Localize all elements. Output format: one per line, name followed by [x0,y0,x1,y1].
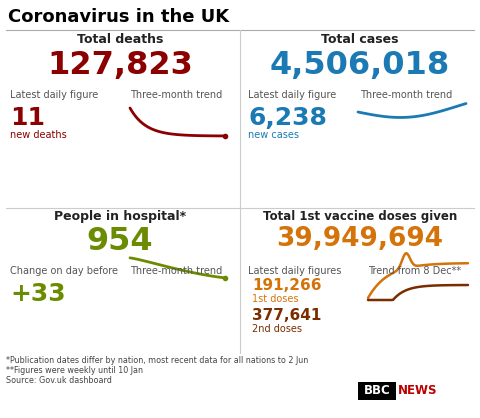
Text: BBC: BBC [364,385,390,398]
Text: Three-month trend: Three-month trend [130,266,222,276]
Text: Latest daily figures: Latest daily figures [248,266,341,276]
Text: Three-month trend: Three-month trend [130,90,222,100]
Text: new deaths: new deaths [10,130,67,140]
Text: Three-month trend: Three-month trend [360,90,452,100]
Text: Trend from 8 Dec**: Trend from 8 Dec** [368,266,461,276]
Text: Total 1st vaccine doses given: Total 1st vaccine doses given [263,210,457,223]
Text: 1st doses: 1st doses [252,294,299,304]
Text: 191,266: 191,266 [252,278,322,293]
Text: 2nd doses: 2nd doses [252,324,302,334]
Text: Total deaths: Total deaths [77,33,163,46]
Text: 377,641: 377,641 [252,308,322,323]
Text: Latest daily figure: Latest daily figure [248,90,336,100]
Text: Total cases: Total cases [321,33,399,46]
Text: **Figures were weekly until 10 Jan: **Figures were weekly until 10 Jan [6,366,143,375]
Text: 954: 954 [87,226,153,257]
Text: 11: 11 [10,106,45,130]
Text: Coronavirus in the UK: Coronavirus in the UK [8,8,229,26]
Text: +33: +33 [10,282,66,306]
Text: 39,949,694: 39,949,694 [276,226,444,252]
Text: 127,823: 127,823 [47,50,193,81]
Text: Change on day before: Change on day before [10,266,118,276]
Text: Source: Gov.uk dashboard: Source: Gov.uk dashboard [6,376,112,385]
Text: NEWS: NEWS [398,385,438,398]
FancyBboxPatch shape [358,382,396,400]
Text: new cases: new cases [248,130,299,140]
Text: Latest daily figure: Latest daily figure [10,90,98,100]
Text: *Publication dates differ by nation, most recent data for all nations to 2 Jun: *Publication dates differ by nation, mos… [6,356,308,365]
Text: People in hospital*: People in hospital* [54,210,186,223]
Text: 4,506,018: 4,506,018 [270,50,450,81]
Text: 6,238: 6,238 [248,106,327,130]
